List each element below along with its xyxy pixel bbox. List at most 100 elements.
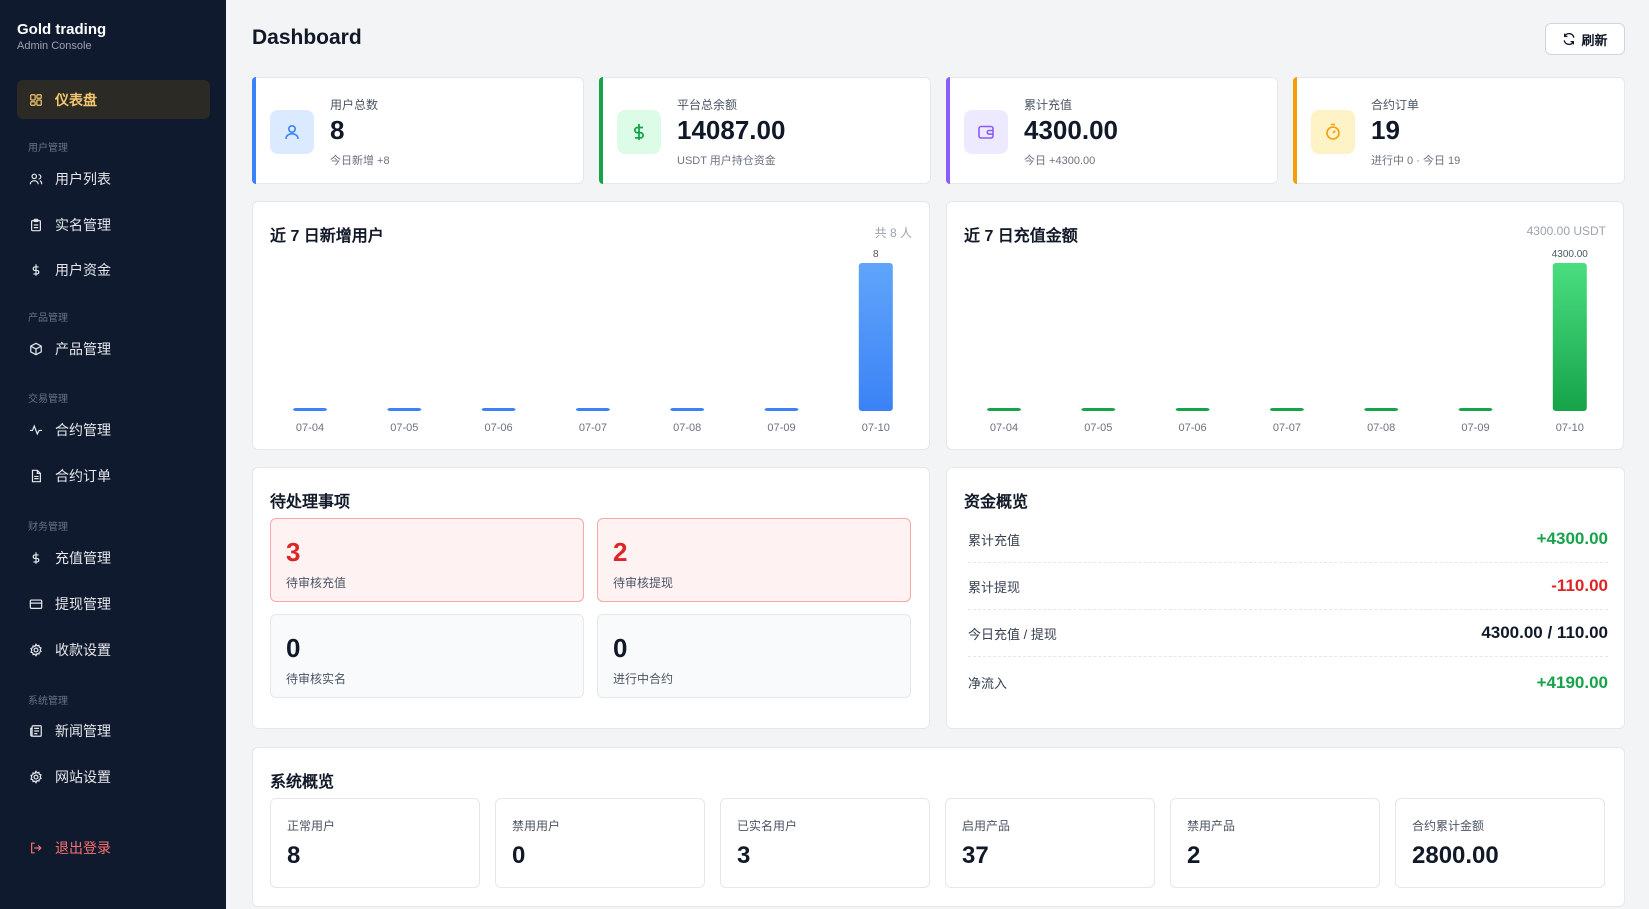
fund-label: 累计充值 (968, 532, 1021, 548)
pending-withdraw-review[interactable]: 2 待审核提现 (597, 518, 911, 602)
chart-bar (987, 408, 1021, 411)
sidebar-item-news[interactable]: 新闻管理 (17, 711, 210, 750)
pending-count: 2 (613, 537, 628, 567)
sidebar-item-label: 网站设置 (55, 768, 111, 785)
sidebar-item-real-name[interactable]: 实名管理 (17, 205, 210, 244)
stat-value: 14087.00 (677, 115, 786, 145)
sidebar-item-dashboard[interactable]: 仪表盘 (17, 80, 210, 119)
sidebar-item-label: 用户列表 (55, 170, 111, 187)
chart-card-recharge: 近 7 日充值金额 4300.00 USDT 07-04 07-05 07-06 07… (946, 201, 1624, 450)
stat-value: 8 (330, 115, 345, 145)
pending-active-contracts[interactable]: 0 进行中合约 (597, 614, 911, 698)
fund-label: 今日充值 / 提现 (968, 626, 1057, 642)
pending-card: 待处理事项 3 待审核充值 2 待审核提现 0 待审核实名 0 进行中合约 (252, 467, 930, 729)
stat-accent-bar (252, 77, 256, 184)
sidebar-item-payment-settings[interactable]: 收款设置 (17, 630, 210, 669)
chart-bar (481, 408, 516, 411)
stat-label: 平台总余额 (677, 98, 738, 112)
section-title: 待处理事项 (270, 494, 351, 511)
pending-recharge-review[interactable]: 3 待审核充值 (270, 518, 584, 602)
credit-card-icon (28, 596, 44, 612)
stat-accent-bar (946, 77, 950, 184)
x-tick-label: 07-08 (1367, 422, 1395, 434)
x-tick-label: 07-04 (990, 422, 1018, 434)
chart-bar (1175, 408, 1210, 411)
nav-group-trade: 交易管理 (28, 394, 68, 405)
refresh-icon (1564, 32, 1575, 46)
stat-sub: USDT 用户持仓资金 (677, 155, 776, 167)
x-tick-label: 07-06 (485, 422, 513, 434)
stat-card-recharge: 累计充值 4300.00 今日 +4300.00 (946, 77, 1278, 184)
sys-value: 37 (962, 842, 989, 869)
chart-bar (1364, 408, 1399, 411)
fund-value: +4190.00 (1536, 672, 1608, 692)
sidebar-item-recharge[interactable]: 充值管理 (17, 538, 210, 577)
sidebar-item-withdraw[interactable]: 提现管理 (17, 584, 210, 623)
sidebar-item-site-settings[interactable]: 网站设置 (17, 757, 210, 796)
users-icon (28, 171, 44, 187)
x-tick-label: 07-06 (1179, 422, 1207, 434)
sidebar-item-user-funds[interactable]: 用户资金 (17, 250, 210, 289)
stat-value: 4300.00 (1024, 115, 1118, 145)
chart-bar (575, 408, 610, 411)
sidebar-item-label: 用户资金 (55, 261, 111, 278)
sys-label: 正常用户 (287, 819, 336, 833)
sys-stat: 合约累计金额 2800.00 (1395, 798, 1605, 888)
fund-label: 累计提现 (968, 579, 1021, 595)
dashboard-icon (28, 92, 44, 108)
x-tick-label: 07-09 (767, 422, 795, 434)
refresh-button[interactable]: 刷新 (1545, 23, 1625, 55)
sys-stat: 禁用产品 2 (1170, 798, 1380, 888)
bar-chart-recharge: 07-04 07-05 07-06 07-07 07-08 07-09 07-10 4300.… (987, 249, 1589, 434)
stat-label: 累计充值 (1024, 98, 1073, 112)
section-title: 系统概览 (270, 774, 335, 791)
sidebar: Gold trading Admin Console 仪表盘 用户管理 用户列表… (0, 0, 226, 909)
sidebar-item-label: 收款设置 (55, 641, 111, 658)
x-tick-label: 07-08 (673, 422, 701, 434)
stat-label: 合约订单 (1371, 98, 1420, 112)
sidebar-item-products[interactable]: 产品管理 (17, 329, 210, 368)
stat-card-users: 用户总数 8 今日新增 +8 (252, 77, 584, 184)
stat-sub: 今日新增 +8 (330, 155, 390, 167)
chart-meta: 4300.00 USDT (1526, 224, 1606, 238)
fund-row: 累计提现 -110.00 (968, 563, 1608, 610)
sys-stat: 正常用户 8 (270, 798, 480, 888)
sidebar-item-contracts[interactable]: 合约管理 (17, 410, 210, 449)
brand-subtitle: Admin Console (17, 40, 92, 52)
fund-label: 净流入 (968, 676, 1008, 691)
chart-bar (1458, 408, 1493, 411)
x-tick-label: 07-10 (862, 422, 890, 434)
funds-card: 资金概览 累计充值 +4300.00 累计提现 -110.00 今日充值 / 提… (946, 467, 1625, 729)
chart-card-new-users: 近 7 日新增用户 共 8 人 07-04 07-05 07-06 07-07 07-0… (252, 201, 930, 450)
sys-value: 0 (512, 842, 526, 869)
fund-row: 今日充值 / 提现 4300.00 / 110.00 (968, 610, 1608, 657)
logout-button[interactable]: 退出登录 (17, 828, 210, 867)
sidebar-item-label: 实名管理 (55, 216, 111, 233)
sys-label: 已实名用户 (737, 819, 798, 833)
stat-card-balance: 平台总余额 14087.00 USDT 用户持仓资金 (599, 77, 931, 184)
newspaper-icon (28, 723, 44, 739)
data-label: 4300.00 (1552, 249, 1589, 260)
pending-count: 0 (286, 633, 301, 663)
stat-accent-bar (599, 77, 603, 184)
stat-accent-bar (1293, 77, 1297, 184)
pending-label: 待审核提现 (613, 576, 674, 590)
file-icon (28, 468, 44, 484)
chart-bar (1552, 263, 1587, 411)
dollar-icon (28, 262, 44, 278)
sys-label: 启用产品 (962, 819, 1011, 833)
system-overview-card: 系统概览 正常用户 8 禁用用户 0 已实名用户 3 启用产品 37 禁用产品 … (252, 747, 1625, 907)
sidebar-item-user-list[interactable]: 用户列表 (17, 159, 210, 198)
stat-sub: 今日 +4300.00 (1024, 155, 1096, 167)
pending-realname-review[interactable]: 0 待审核实名 (270, 614, 584, 698)
fund-value: 4300.00 / 110.00 (1481, 623, 1608, 642)
chart-title: 近 7 日充值金额 (964, 228, 1078, 245)
x-tick-label: 07-07 (579, 422, 607, 434)
chart-title: 近 7 日新增用户 (270, 228, 384, 245)
sys-label: 禁用用户 (512, 819, 561, 833)
sys-stat: 启用产品 37 (945, 798, 1155, 888)
user-icon (270, 110, 314, 154)
sidebar-item-contract-orders[interactable]: 合约订单 (17, 456, 210, 495)
wallet-icon (964, 110, 1008, 154)
sidebar-item-label: 产品管理 (55, 340, 111, 357)
